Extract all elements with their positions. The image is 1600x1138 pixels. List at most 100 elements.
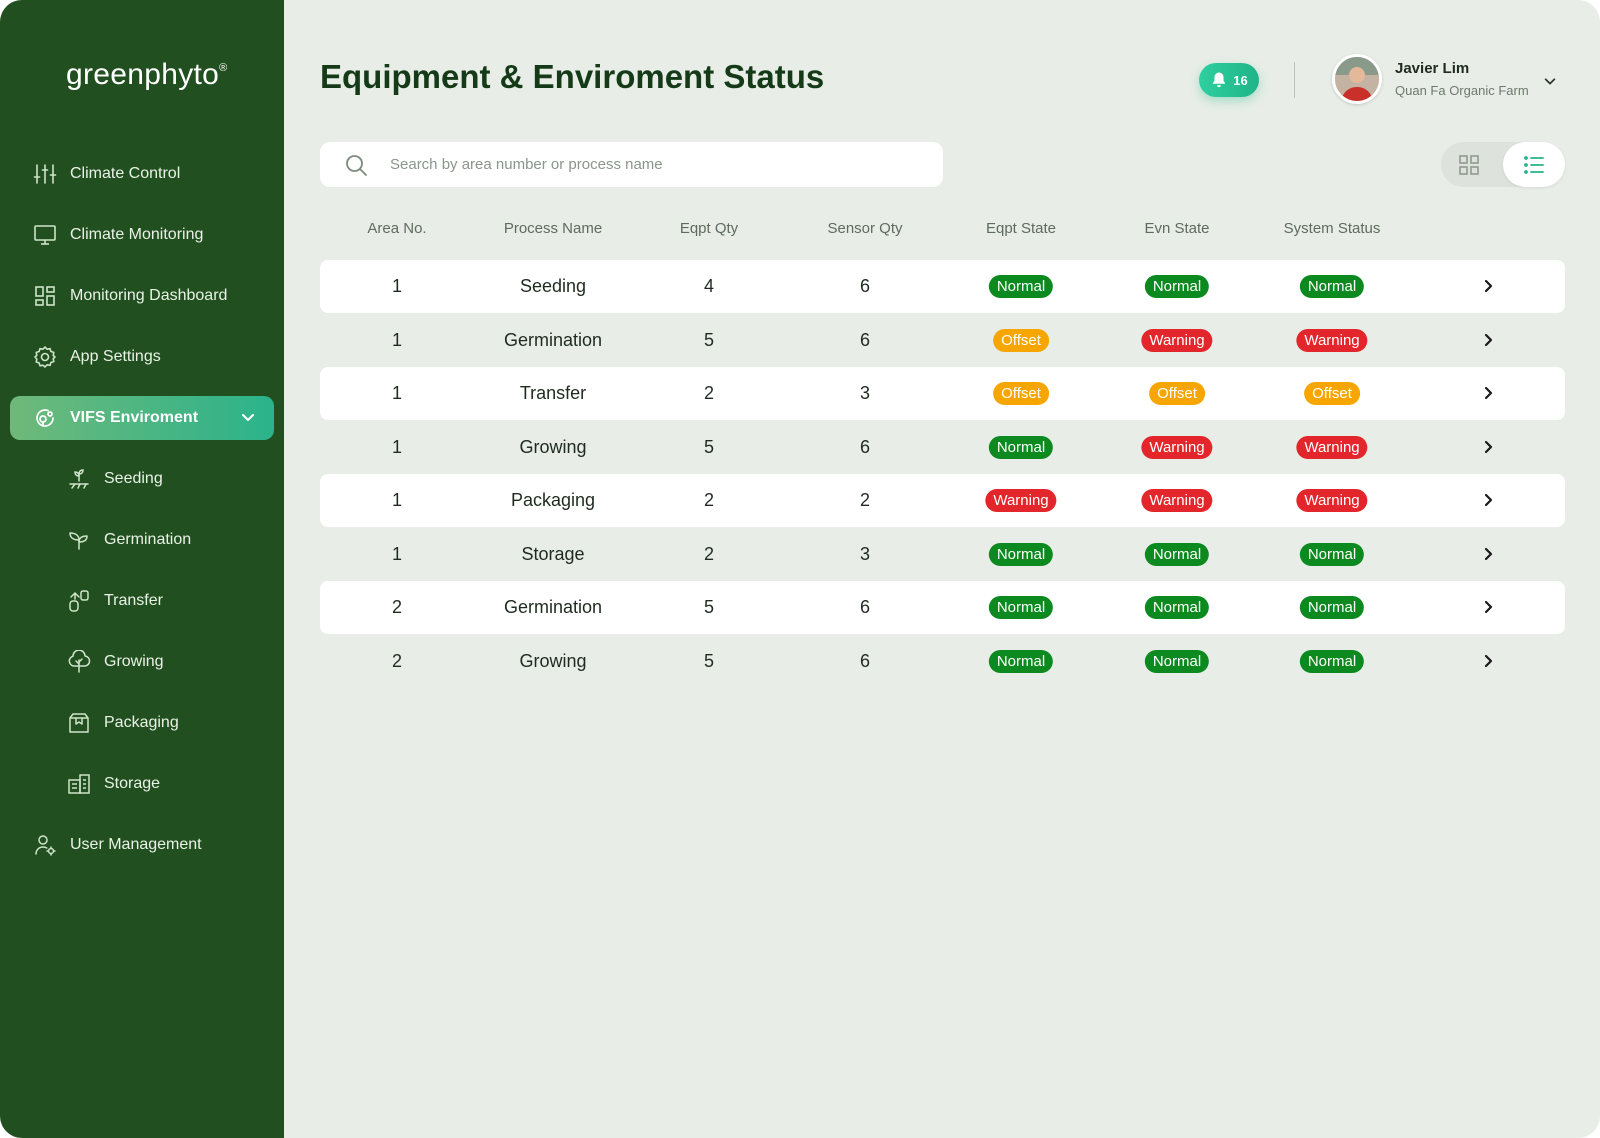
chevron-right-icon[interactable] xyxy=(1480,332,1496,348)
sidebar-item-monitoring-dashboard[interactable]: Monitoring Dashboard xyxy=(10,274,274,318)
area-cell: 1 xyxy=(391,330,403,350)
eqpt-qty-cell: 5 xyxy=(703,437,715,457)
sidebar-item-label: Monitoring Dashboard xyxy=(70,287,228,304)
column-header-area[interactable]: Area No. xyxy=(367,220,427,237)
process-name-cell: Growing xyxy=(519,651,587,671)
env-state-badge: Warning xyxy=(1141,436,1213,459)
sidebar-subitem-seeding[interactable]: Seeding xyxy=(10,457,274,501)
brand-logo[interactable]: greenphyto® xyxy=(66,58,228,92)
eqpt-state-badge: Normal xyxy=(988,650,1054,673)
bell-icon xyxy=(1210,71,1228,89)
sidebar-subitem-storage[interactable]: Storage xyxy=(10,762,274,806)
table-row[interactable]: 1 Transfer 2 3 Offset Offset Offset xyxy=(320,367,1565,420)
seeding-icon xyxy=(66,466,92,492)
sidebar-item-climate-monitoring[interactable]: Climate Monitoring xyxy=(10,213,274,257)
column-header-eqpt-qty[interactable]: Eqpt Qty xyxy=(679,220,739,237)
sidebar-item-label: Climate Control xyxy=(70,165,181,182)
transfer-icon xyxy=(66,588,92,614)
eqpt-qty-cell: 2 xyxy=(703,490,715,510)
sensor-qty-cell: 3 xyxy=(859,383,871,403)
table-header: Area No. Process Name Eqpt Qty Sensor Qt… xyxy=(320,220,1565,246)
list-view-button[interactable] xyxy=(1503,142,1565,187)
column-header-sensor-qty[interactable]: Sensor Qty xyxy=(827,220,903,237)
user-gear-icon xyxy=(32,832,58,858)
sidebar-item-climate-control[interactable]: Climate Control xyxy=(10,152,274,196)
chevron-right-icon[interactable] xyxy=(1480,439,1496,455)
table-row[interactable]: 1 Storage 2 3 Normal Normal Normal xyxy=(320,528,1565,581)
sidebar-subitem-growing[interactable]: Growing xyxy=(10,640,274,684)
sidebar-subitem-germination[interactable]: Germination xyxy=(10,518,274,562)
column-header-process[interactable]: Process Name xyxy=(503,220,603,237)
sensor-qty-cell: 6 xyxy=(859,597,871,617)
registered-mark: ® xyxy=(219,62,228,74)
env-state-badge: Normal xyxy=(1144,650,1210,673)
eqpt-state-badge: Offset xyxy=(993,382,1049,405)
system-status-badge: Normal xyxy=(1299,650,1365,673)
sidebar-item-app-settings[interactable]: App Settings xyxy=(10,335,274,379)
column-header-env-state[interactable]: Evn State xyxy=(1144,220,1210,237)
sidebar-item-label: Storage xyxy=(104,775,161,792)
sidebar-item-label: Transfer xyxy=(104,592,163,609)
table-row[interactable]: 2 Growing 5 6 Normal Normal Normal xyxy=(320,635,1565,688)
env-state-badge: Normal xyxy=(1144,275,1210,298)
area-cell: 1 xyxy=(391,544,403,564)
header-divider xyxy=(1294,62,1295,98)
sidebar-item-user-management[interactable]: User Management xyxy=(10,823,274,867)
eqpt-qty-cell: 5 xyxy=(703,330,715,350)
column-header-eqpt-state[interactable]: Eqpt State xyxy=(985,220,1057,237)
system-status-badge: Warning xyxy=(1296,436,1368,459)
chevron-right-icon[interactable] xyxy=(1480,278,1496,294)
system-status-badge: Warning xyxy=(1296,489,1368,512)
chevron-down-icon[interactable] xyxy=(240,409,256,425)
sidebar-subitem-packaging[interactable]: Packaging xyxy=(10,701,274,745)
sidebar-subitem-transfer[interactable]: Transfer xyxy=(10,579,274,623)
plant-icon xyxy=(66,649,92,675)
sensor-qty-cell: 6 xyxy=(859,651,871,671)
process-name-cell: Storage xyxy=(521,544,585,564)
search-input[interactable] xyxy=(388,155,912,174)
area-cell: 1 xyxy=(391,437,403,457)
eqpt-state-badge: Normal xyxy=(988,275,1054,298)
area-cell: 1 xyxy=(391,490,403,510)
sensor-qty-cell: 3 xyxy=(859,544,871,564)
notification-button[interactable]: 16 xyxy=(1199,63,1259,97)
chevron-right-icon[interactable] xyxy=(1480,546,1496,562)
user-avatar[interactable] xyxy=(1332,54,1382,104)
grid-view-icon[interactable] xyxy=(1457,153,1481,177)
package-icon xyxy=(66,710,92,736)
eqpt-qty-cell: 2 xyxy=(703,383,715,403)
sliders-icon xyxy=(32,161,58,187)
chevron-right-icon[interactable] xyxy=(1480,385,1496,401)
eqpt-qty-cell: 2 xyxy=(703,544,715,564)
sidebar-item-vifs-environment[interactable]: VIFS Enviroment xyxy=(10,396,274,440)
process-name-cell: Seeding xyxy=(519,276,587,296)
area-cell: 1 xyxy=(391,383,403,403)
chevron-down-icon[interactable] xyxy=(1543,74,1557,88)
table-row[interactable]: 1 Seeding 4 6 Normal Normal Normal xyxy=(320,260,1565,313)
sidebar-item-label: Germination xyxy=(104,531,192,548)
notification-count: 16 xyxy=(1233,72,1248,88)
column-header-system-status[interactable]: System Status xyxy=(1283,220,1381,237)
dashboard-icon xyxy=(32,283,58,309)
eqpt-qty-cell: 5 xyxy=(703,651,715,671)
search-icon xyxy=(344,153,368,177)
view-toggle xyxy=(1441,142,1565,187)
eqpt-state-badge: Normal xyxy=(988,436,1054,459)
chevron-right-icon[interactable] xyxy=(1480,599,1496,615)
sensor-qty-cell: 6 xyxy=(859,330,871,350)
eqpt-state-badge: Normal xyxy=(988,596,1054,619)
process-name-cell: Germination xyxy=(503,597,603,617)
chevron-right-icon[interactable] xyxy=(1480,653,1496,669)
eqpt-state-badge: Offset xyxy=(993,329,1049,352)
table-row[interactable]: 1 Growing 5 6 Normal Warning Warning xyxy=(320,421,1565,474)
system-status-badge: Warning xyxy=(1296,329,1368,352)
process-name-cell: Germination xyxy=(503,330,603,350)
table-row[interactable]: 2 Germination 5 6 Normal Normal Normal xyxy=(320,581,1565,634)
chevron-right-icon[interactable] xyxy=(1480,492,1496,508)
table-row[interactable]: 1 Germination 5 6 Offset Warning Warning xyxy=(320,314,1565,367)
env-state-badge: Warning xyxy=(1141,489,1213,512)
sprout-icon xyxy=(66,527,92,553)
table-row[interactable]: 1 Packaging 2 2 Warning Warning Warning xyxy=(320,474,1565,527)
process-name-cell: Transfer xyxy=(519,383,587,403)
